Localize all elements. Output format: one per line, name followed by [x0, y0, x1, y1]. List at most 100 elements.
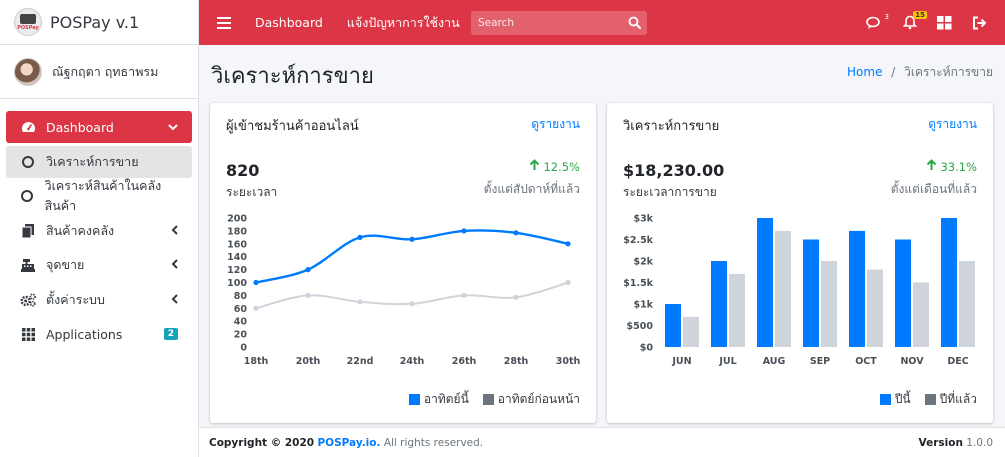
topbar-link-dashboard[interactable]: Dashboard — [255, 15, 323, 30]
bar-oct-0 — [849, 230, 865, 347]
bar-dec-0 — [941, 218, 957, 347]
sidebar-item-label: วิเคราะห์การขาย — [46, 153, 139, 169]
sidebar-item-label: จุดขาย — [46, 257, 85, 272]
user-panel[interactable]: ณัฐกฤตา ฤทธาพรม — [0, 45, 198, 99]
bar-nov-1 — [913, 282, 929, 347]
arrow-up-icon — [529, 159, 540, 174]
sidebar-item-label: สินค้าคงคลัง — [46, 222, 115, 238]
sidebar-nav: Dashboard วิเคราะห์การขาย วิเคราะห์สินค้… — [0, 99, 198, 350]
sales-value: $18,230.00 — [623, 161, 725, 180]
y-tick-label: 140 — [227, 252, 247, 263]
chevron-down-icon — [168, 120, 178, 134]
tachometer-icon — [20, 121, 36, 133]
bar-nov-0 — [895, 239, 911, 347]
bell-icon[interactable]: 15 — [903, 11, 927, 30]
arrow-up-icon — [926, 159, 937, 174]
view-report-link[interactable]: ดูรายงาน — [531, 117, 580, 131]
data-point — [513, 294, 519, 300]
user-name[interactable]: ณัฐกฤตา ฤทธาพรม — [52, 63, 159, 79]
sidebar-item-label: ตั้งค่าระบบ — [46, 291, 105, 307]
breadcrumb-home[interactable]: Home — [847, 65, 883, 79]
y-tick-label: 0 — [240, 343, 247, 354]
sales-change-value: 33.1% — [940, 159, 977, 174]
x-tick-label: JUL — [718, 356, 736, 367]
visitors-value: 820 — [226, 161, 260, 180]
cogs-icon — [20, 293, 36, 307]
legend-label-last-week: อาทิตย์ก่อนหน้า — [497, 392, 580, 406]
page-title: วิเคราะห์การขาย — [211, 64, 374, 89]
view-report-link[interactable]: ดูรายงาน — [928, 117, 977, 131]
x-tick-label: AUG — [763, 356, 786, 367]
y-tick-label: $2k — [633, 257, 653, 268]
footer-brand-link[interactable]: POSPay.io. — [317, 436, 381, 449]
data-point — [461, 292, 467, 298]
brand-name: POSPay v.1 — [50, 12, 140, 32]
legend-swatch-last-year — [924, 394, 936, 405]
brand[interactable]: POSPay POSPay v.1 — [0, 0, 198, 45]
data-point — [565, 241, 571, 247]
y-tick-label: 20 — [234, 330, 248, 341]
data-point — [357, 234, 363, 240]
sidebar-item-sales-analysis[interactable]: วิเคราะห์การขาย — [6, 145, 192, 178]
legend-swatch-this-week — [408, 394, 420, 405]
sales-legend: ปีนี้ ปีที่แล้ว — [879, 390, 977, 409]
search-input[interactable]: Search — [471, 11, 647, 35]
y-tick-label: $3k — [633, 214, 653, 225]
bar-sep-0 — [803, 239, 819, 347]
x-tick-label: 18th — [244, 356, 269, 367]
sales-bar-chart: $0 $500 $1k $1.5k $2k $2.5k $3k JUN JUL AUG SEP OCT… — [623, 214, 975, 367]
sidebar-item-pos[interactable]: จุดขาย — [6, 249, 192, 281]
messages-icon[interactable]: 3 — [866, 13, 889, 30]
avatar[interactable] — [14, 57, 42, 86]
card-title: วิเคราะห์การขาย — [623, 119, 720, 134]
y-tick-label: $2.5k — [623, 235, 653, 246]
bar-oct-1 — [867, 269, 883, 347]
version-value: 1.0.0 — [966, 436, 993, 449]
data-point — [305, 267, 311, 273]
search-icon[interactable] — [628, 16, 641, 32]
search-placeholder: Search — [478, 17, 515, 29]
grid-icon[interactable] — [937, 15, 952, 30]
breadcrumb-separator: / — [891, 65, 896, 79]
cash-register-icon — [20, 258, 36, 272]
sidebar-item-inventory[interactable]: สินค้าคงคลัง — [6, 215, 192, 247]
topbar-link-report-issue[interactable]: แจ้งปัญหาการใช้งาน — [346, 14, 460, 30]
sales-change: 33.1% — [926, 159, 977, 174]
grid-icon — [20, 327, 36, 341]
logout-icon[interactable] — [972, 16, 987, 30]
menu-toggle-icon[interactable] — [217, 16, 231, 29]
data-point — [357, 299, 363, 305]
card-title: ผู้เข้าชมร้านค้าออนไลน์ — [226, 119, 359, 134]
sidebar: POSPay POSPay v.1 ณัฐกฤตา ฤทธาพรม Dashbo… — [0, 0, 199, 457]
x-tick-label: NOV — [900, 356, 924, 367]
bar-sep-1 — [821, 261, 837, 347]
sidebar-item-stock-analysis[interactable]: วิเคราะห์สินค้าในคลังสินค้า — [6, 178, 192, 213]
x-tick-label: JUN — [671, 356, 691, 367]
bar-jul-1 — [729, 273, 745, 347]
visitors-card: ผู้เข้าชมร้านค้าออนไลน์ ดูรายงาน 820 ระย… — [210, 103, 596, 423]
sidebar-item-label: Applications — [46, 326, 123, 342]
applications-badge: 2 — [163, 328, 178, 340]
sidebar-item-settings[interactable]: ตั้งค่าระบบ — [6, 284, 192, 316]
x-tick-label: 24th — [400, 356, 425, 367]
y-tick-label: 60 — [234, 304, 248, 315]
x-tick-label: DEC — [947, 356, 968, 367]
chevron-left-icon — [171, 293, 178, 307]
y-tick-label: 160 — [227, 239, 247, 250]
sidebar-item-dashboard[interactable]: Dashboard — [6, 111, 192, 143]
y-tick-label: 100 — [227, 278, 247, 289]
sidebar-item-label: Dashboard — [46, 119, 114, 135]
x-tick-label: 22nd — [347, 356, 374, 367]
visitors-legend: อาทิตย์นี้ อาทิตย์ก่อนหน้า — [408, 390, 580, 409]
data-point — [253, 305, 259, 311]
bar-aug-1 — [775, 230, 791, 347]
footer-version: Version 1.0.0 — [919, 437, 993, 449]
sidebar-item-applications[interactable]: Applications 2 — [6, 318, 192, 350]
y-tick-label: 120 — [227, 265, 247, 276]
messages-count: 3 — [884, 12, 889, 21]
y-tick-label: $1k — [633, 300, 653, 311]
sales-value-label: ระยะเวลาการขาย — [623, 185, 717, 199]
x-tick-label: 30th — [556, 356, 581, 367]
sales-card: วิเคราะห์การขาย ดูรายงาน $18,230.00 ระยะ… — [607, 103, 993, 423]
